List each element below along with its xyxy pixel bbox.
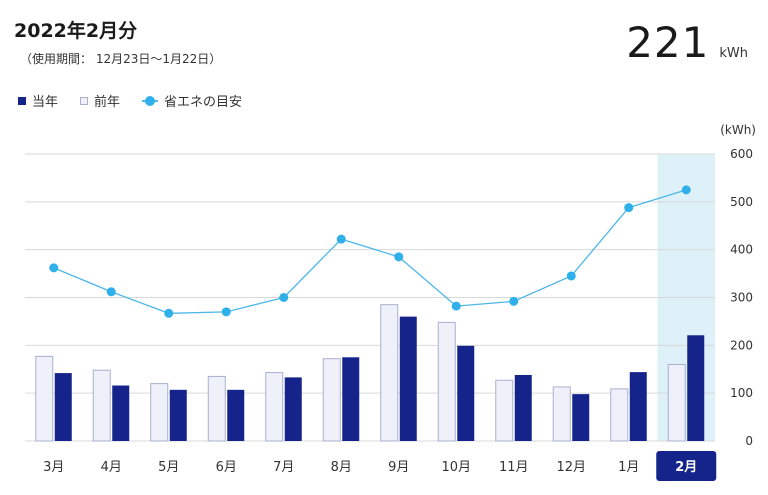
total-usage: 221 kWh xyxy=(626,18,748,67)
y-tick-label: 100 xyxy=(730,386,753,400)
bar-previous-year[interactable] xyxy=(552,386,571,442)
bar-previous-year[interactable] xyxy=(35,355,54,442)
bar-previous-year[interactable] xyxy=(437,321,456,442)
x-tick-label[interactable]: 6月 xyxy=(216,460,237,475)
bar-current-year[interactable] xyxy=(284,377,302,441)
bar-current-year[interactable] xyxy=(687,335,705,441)
legend-current-label: 当年 xyxy=(32,95,59,110)
target-point[interactable] xyxy=(49,263,59,273)
page-title: 2022年2月分 xyxy=(14,20,138,42)
total-usage-unit: kWh xyxy=(719,46,748,61)
bar-previous-year[interactable] xyxy=(610,388,629,442)
target-point[interactable] xyxy=(509,296,519,306)
bar-current-year[interactable] xyxy=(629,372,647,441)
y-tick-label: 600 xyxy=(730,147,753,161)
x-tick-label-selected[interactable]: 2月 xyxy=(675,460,697,475)
bar-previous-year[interactable] xyxy=(667,363,686,442)
target-point[interactable] xyxy=(279,293,289,302)
target-line xyxy=(53,189,687,314)
x-tick-label[interactable]: 8月 xyxy=(331,460,352,475)
bar-current-year[interactable] xyxy=(54,373,72,441)
y-tick-label: 0 xyxy=(745,434,753,448)
x-tick-label[interactable]: 9月 xyxy=(388,460,409,475)
x-tick-label[interactable]: 5月 xyxy=(158,460,179,475)
target-point[interactable] xyxy=(336,234,346,244)
bar-previous-year[interactable] xyxy=(322,358,341,442)
x-tick-label[interactable]: 3月 xyxy=(43,460,64,475)
chart-legend: 当年 前年 省エネの目安 xyxy=(18,91,264,110)
target-point[interactable] xyxy=(681,185,691,195)
target-point[interactable] xyxy=(221,307,231,317)
y-tick-label: 400 xyxy=(730,243,753,257)
y-tick-label: 300 xyxy=(730,291,753,305)
target-point[interactable] xyxy=(164,308,174,318)
target-point[interactable] xyxy=(566,271,576,281)
target-point[interactable] xyxy=(106,287,116,297)
x-tick-label[interactable]: 10月 xyxy=(441,460,471,475)
legend-target-label: 省エネの目安 xyxy=(164,95,243,110)
y-tick-label: 500 xyxy=(730,195,753,209)
bar-current-year[interactable] xyxy=(572,394,590,441)
legend-item-current[interactable]: 当年 xyxy=(18,91,58,110)
total-usage-value: 221 xyxy=(626,18,710,67)
y-unit-label: (kWh) xyxy=(720,123,756,137)
bar-current-year[interactable] xyxy=(342,357,360,441)
x-tick-label[interactable]: 7月 xyxy=(273,460,294,475)
bar-previous-year[interactable] xyxy=(207,375,226,442)
bar-current-year[interactable] xyxy=(457,345,475,441)
usage-period: （使用期間： 12月23日〜1月22日） xyxy=(20,52,222,66)
target-point[interactable] xyxy=(624,203,634,213)
bar-previous-year[interactable] xyxy=(495,379,514,442)
selected-month-tab[interactable] xyxy=(656,451,717,481)
bar-previous-year[interactable] xyxy=(150,383,169,442)
legend-item-target[interactable]: 省エネの目安 xyxy=(142,91,242,110)
legend-previous-label: 前年 xyxy=(94,95,121,110)
y-tick-label: 200 xyxy=(730,338,753,352)
x-tick-label[interactable]: 12月 xyxy=(556,460,586,475)
legend-target-swatch xyxy=(142,95,159,106)
legend-current-swatch xyxy=(18,96,26,105)
x-tick-label[interactable]: 11月 xyxy=(499,460,529,475)
bar-current-year[interactable] xyxy=(169,389,187,441)
bar-current-year[interactable] xyxy=(514,374,532,441)
x-tick-label[interactable]: 1月 xyxy=(618,460,639,475)
bar-current-year[interactable] xyxy=(112,385,130,441)
target-point[interactable] xyxy=(394,252,404,262)
bar-previous-year[interactable] xyxy=(265,372,284,442)
legend-previous-swatch xyxy=(80,96,89,105)
bar-previous-year[interactable] xyxy=(92,369,111,442)
bar-current-year[interactable] xyxy=(227,389,245,441)
target-point[interactable] xyxy=(451,301,461,311)
bar-previous-year[interactable] xyxy=(380,304,399,442)
x-tick-label[interactable]: 4月 xyxy=(101,460,122,475)
bar-current-year[interactable] xyxy=(399,316,417,441)
legend-item-previous[interactable]: 前年 xyxy=(80,91,120,110)
